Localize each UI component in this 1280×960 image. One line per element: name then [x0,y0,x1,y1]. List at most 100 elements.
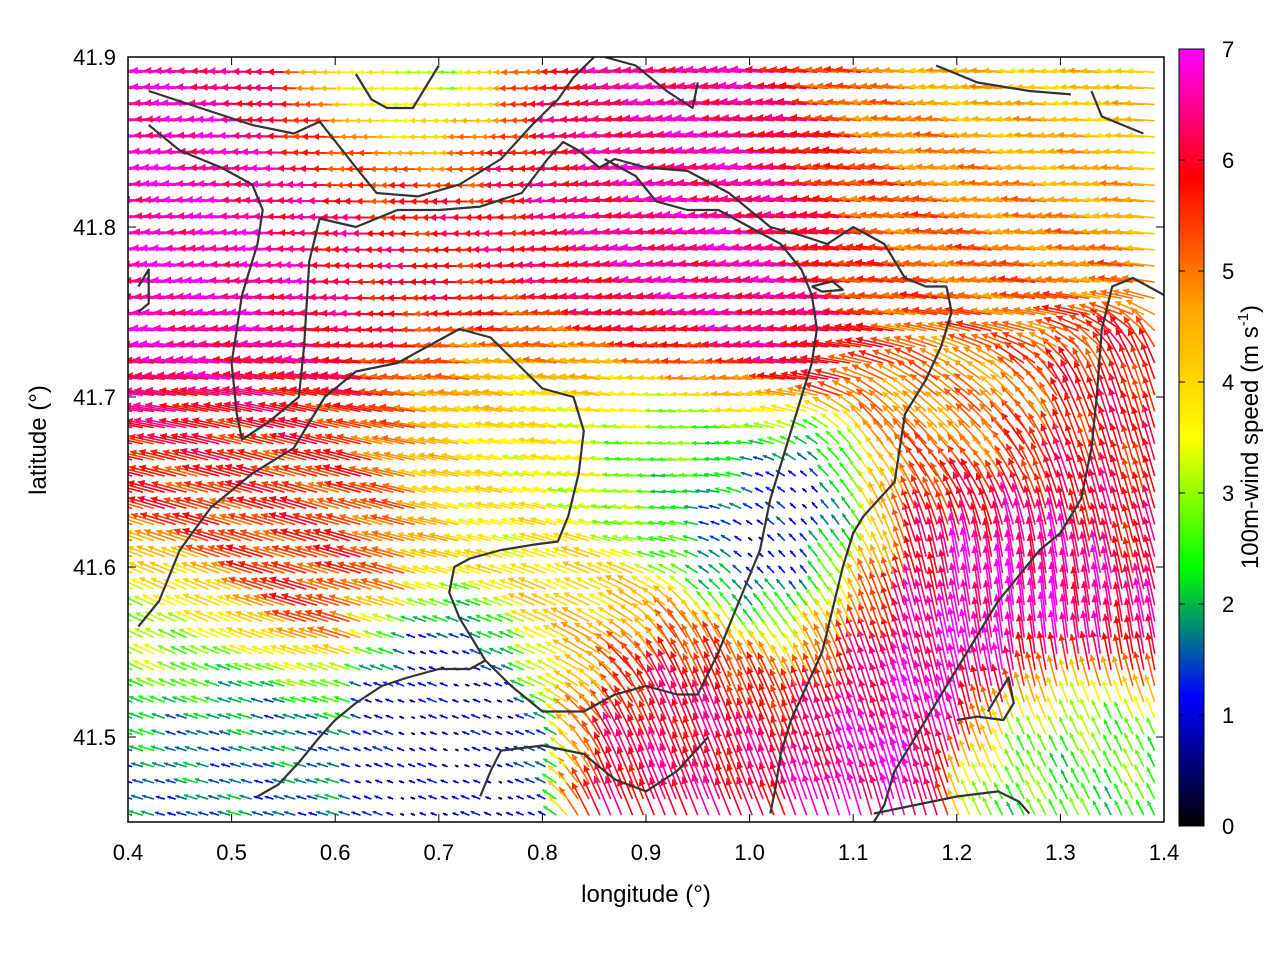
wind-vector-head [307,578,314,585]
wind-vector-head [507,645,513,651]
wind-vector-head [131,578,137,584]
wind-vector-head [419,747,423,751]
wind-vector-head [226,729,232,734]
wind-vector-head [1046,696,1052,702]
wind-vector-head [619,562,626,568]
wind-vector-head [594,748,602,756]
wind-vector-head [232,593,240,600]
wind-vector-head [419,650,424,655]
wind-vector-head [715,668,722,676]
wind-vector-head [233,662,239,668]
wind-vector-head [544,688,551,694]
wind-vector-head [1101,632,1109,640]
wind-vector-head [418,634,422,638]
wind-vector-head [1132,549,1140,558]
wind-vector-head [1004,748,1010,755]
wind-vector-head [113,514,120,520]
wind-vector-head [293,778,299,783]
wind-vector-head [1132,535,1140,543]
wind-vector-head [385,563,393,570]
wind-vector-head [116,418,123,425]
wind-vector [604,775,623,816]
wind-vector-head [781,656,788,664]
wind-vector-head [237,696,243,702]
wind-vector-head [669,623,676,631]
wind-vector-head [169,662,175,667]
wind-vector-head [472,698,477,702]
wind-vector-head [868,571,876,580]
wind-vector-head [682,639,689,647]
wind-vector-head [934,673,942,682]
wind-vector-head [315,609,323,617]
wind-vector [1090,529,1102,574]
wind-vector-head [958,625,966,634]
wind-vector-head [452,780,457,784]
wind-vector-head [1111,535,1119,543]
wind-vector-head [280,644,287,650]
wind-vector-head [395,681,399,686]
wind-vector [914,595,928,638]
wind-vector [1049,609,1058,654]
wind-vector-head [523,761,528,766]
wind-vector-head [948,578,956,586]
wind-vector-head [174,594,181,600]
wind-vector-head [349,681,354,685]
wind-vector-head [235,610,242,617]
wind-vector-head [790,665,798,674]
wind-vector-head [981,625,989,634]
wind-vector [972,611,982,654]
wind-vector-head [773,605,779,611]
wind-vector-head [926,551,934,560]
wind-vector-head [793,642,799,650]
wind-vector-head [1014,650,1021,658]
wind-vector-head [703,651,711,659]
wind-vector-head [732,594,737,599]
wind-vector-head [349,628,355,635]
wind-vector-head [926,567,934,575]
wind-vector-head [107,481,114,488]
wind-vector-head [516,677,522,682]
wind-vector-head [194,777,200,782]
wind-vector-head [1114,800,1119,806]
wind-vector-head [1026,749,1031,755]
wind-vector-head [307,626,314,633]
wind-vector-head [280,761,285,766]
wind-vector-head [531,609,538,615]
wind-vector-head [173,778,178,783]
wind-vector-head [385,547,393,554]
wind-vector-head [270,745,275,750]
wind-vector-head [669,575,675,581]
wind-vector [1039,610,1047,654]
wind-vector-head [1145,696,1151,703]
wind-vector-head [322,712,328,717]
wind-vector-head [236,627,243,633]
wind-vector [946,692,960,735]
wind-vector-head [298,627,305,634]
wind-vector-head [118,712,123,716]
wind-vector-head [751,619,757,626]
wind-vector-head [185,544,193,551]
wind-vector-head [131,762,136,767]
wind-vector-head [746,711,754,720]
wind-vector-head [838,554,844,560]
wind-vector-head [703,665,711,674]
wind-vector [982,625,993,670]
wind-vector [835,770,851,816]
wind-vector-head [1143,578,1151,587]
wind-vector-head [593,776,601,785]
wind-vector-head [271,560,279,568]
wind-vector-head [471,795,476,799]
wind-vector-head [1006,802,1011,807]
wind-vector [879,737,895,784]
wind-vector-head [682,746,689,754]
wind-vector [1050,561,1058,606]
wind-vector [602,711,623,751]
wind-vector-head [735,727,743,736]
wind-vector-head [144,643,150,649]
wind-vector-head [1004,765,1010,771]
wind-vector-head [182,593,190,600]
wind-vector-head [422,564,429,571]
wind-vector-head [634,563,640,569]
wind-vector-head [703,760,711,769]
wind-vector-head [714,696,722,705]
